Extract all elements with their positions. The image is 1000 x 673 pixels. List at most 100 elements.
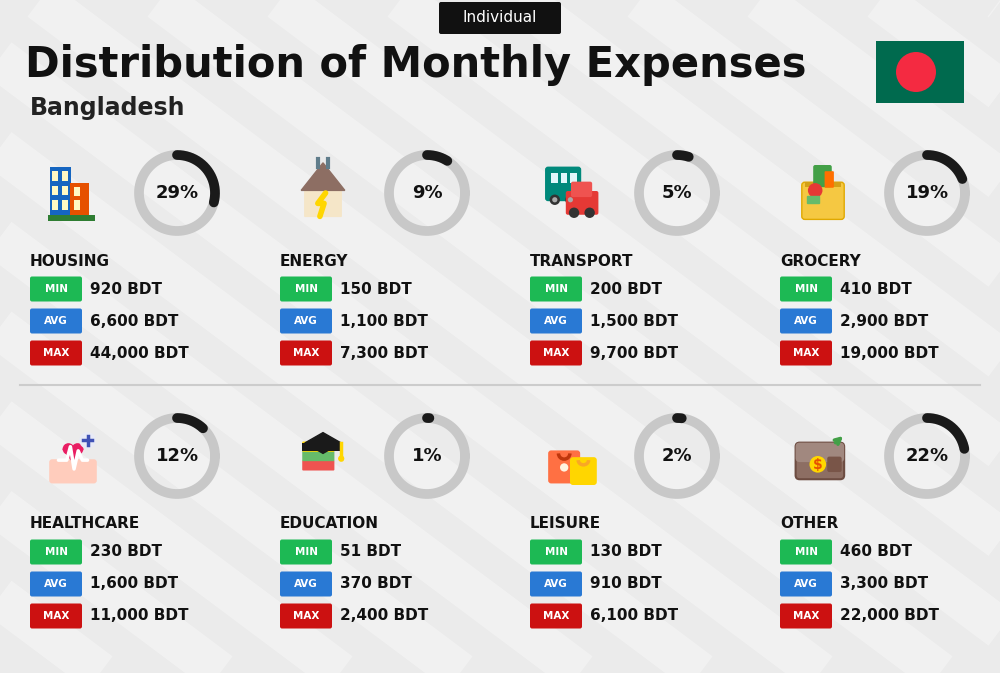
Text: MIN: MIN <box>794 284 818 294</box>
FancyBboxPatch shape <box>302 443 341 451</box>
Text: MIN: MIN <box>44 547 68 557</box>
Text: 2,900 BDT: 2,900 BDT <box>840 314 928 328</box>
FancyBboxPatch shape <box>30 341 82 365</box>
FancyBboxPatch shape <box>52 201 58 210</box>
Text: 2,400 BDT: 2,400 BDT <box>340 608 428 623</box>
FancyBboxPatch shape <box>780 341 832 365</box>
FancyBboxPatch shape <box>530 571 582 596</box>
Text: 200 BDT: 200 BDT <box>590 281 662 297</box>
Text: 22,000 BDT: 22,000 BDT <box>840 608 939 623</box>
Text: HEALTHCARE: HEALTHCARE <box>30 516 140 532</box>
Text: 3,300 BDT: 3,300 BDT <box>840 577 928 592</box>
Text: 22%: 22% <box>905 447 949 465</box>
FancyBboxPatch shape <box>62 186 68 195</box>
FancyBboxPatch shape <box>280 308 332 334</box>
FancyBboxPatch shape <box>70 182 89 217</box>
Text: 9%: 9% <box>412 184 442 202</box>
Circle shape <box>560 463 568 472</box>
Text: 2%: 2% <box>662 447 692 465</box>
Text: 460 BDT: 460 BDT <box>840 544 912 559</box>
Circle shape <box>338 456 344 462</box>
Text: Distribution of Monthly Expenses: Distribution of Monthly Expenses <box>25 44 806 86</box>
FancyBboxPatch shape <box>780 571 832 596</box>
FancyBboxPatch shape <box>570 173 577 182</box>
Text: MIN: MIN <box>294 284 318 294</box>
FancyBboxPatch shape <box>30 604 82 629</box>
FancyBboxPatch shape <box>548 450 580 483</box>
Text: MAX: MAX <box>543 348 569 358</box>
Text: HOUSING: HOUSING <box>30 254 110 269</box>
Circle shape <box>552 197 557 203</box>
Text: 370 BDT: 370 BDT <box>340 577 412 592</box>
FancyBboxPatch shape <box>530 277 582 302</box>
Text: MAX: MAX <box>293 348 319 358</box>
FancyBboxPatch shape <box>780 540 832 565</box>
FancyBboxPatch shape <box>302 451 334 461</box>
Text: 130 BDT: 130 BDT <box>590 544 662 559</box>
FancyBboxPatch shape <box>780 604 832 629</box>
Text: 51 BDT: 51 BDT <box>340 544 401 559</box>
Text: AVG: AVG <box>294 316 318 326</box>
FancyBboxPatch shape <box>74 201 80 210</box>
Text: 1,100 BDT: 1,100 BDT <box>340 314 428 328</box>
Text: 150 BDT: 150 BDT <box>340 281 412 297</box>
FancyBboxPatch shape <box>827 456 842 472</box>
Circle shape <box>79 432 96 449</box>
Text: MAX: MAX <box>543 611 569 621</box>
Circle shape <box>569 207 579 218</box>
Text: LEISURE: LEISURE <box>530 516 601 532</box>
FancyBboxPatch shape <box>30 571 82 596</box>
FancyBboxPatch shape <box>805 182 841 187</box>
Text: MAX: MAX <box>793 611 819 621</box>
Text: 6,600 BDT: 6,600 BDT <box>90 314 178 328</box>
Circle shape <box>584 207 595 218</box>
FancyBboxPatch shape <box>530 308 582 334</box>
Circle shape <box>808 183 822 198</box>
Text: OTHER: OTHER <box>780 516 838 532</box>
Text: Bangladesh: Bangladesh <box>30 96 186 120</box>
FancyBboxPatch shape <box>74 187 80 196</box>
FancyBboxPatch shape <box>802 182 844 219</box>
FancyBboxPatch shape <box>62 201 68 210</box>
Text: MIN: MIN <box>294 547 318 557</box>
Text: 5%: 5% <box>662 184 692 202</box>
FancyBboxPatch shape <box>302 460 334 470</box>
Text: AVG: AVG <box>544 316 568 326</box>
Polygon shape <box>63 449 83 462</box>
FancyBboxPatch shape <box>280 341 332 365</box>
Text: 44,000 BDT: 44,000 BDT <box>90 345 189 361</box>
FancyBboxPatch shape <box>566 191 598 215</box>
FancyBboxPatch shape <box>561 173 567 182</box>
Text: MAX: MAX <box>43 611 69 621</box>
FancyBboxPatch shape <box>813 165 832 187</box>
FancyBboxPatch shape <box>796 443 844 479</box>
Text: MIN: MIN <box>44 284 68 294</box>
FancyBboxPatch shape <box>50 167 71 217</box>
Text: 920 BDT: 920 BDT <box>90 281 162 297</box>
FancyBboxPatch shape <box>52 186 58 195</box>
Text: 1,600 BDT: 1,600 BDT <box>90 577 178 592</box>
FancyBboxPatch shape <box>780 308 832 334</box>
Text: 1,500 BDT: 1,500 BDT <box>590 314 678 328</box>
Text: AVG: AVG <box>794 316 818 326</box>
FancyBboxPatch shape <box>570 457 597 485</box>
Text: TRANSPORT: TRANSPORT <box>530 254 634 269</box>
Circle shape <box>809 456 826 472</box>
Text: 19,000 BDT: 19,000 BDT <box>840 345 939 361</box>
Circle shape <box>896 52 936 92</box>
Text: MIN: MIN <box>544 547 568 557</box>
FancyBboxPatch shape <box>62 171 68 180</box>
FancyBboxPatch shape <box>52 171 58 180</box>
FancyBboxPatch shape <box>530 540 582 565</box>
Circle shape <box>565 194 576 205</box>
Text: 12%: 12% <box>155 447 199 465</box>
FancyBboxPatch shape <box>280 604 332 629</box>
Text: MIN: MIN <box>544 284 568 294</box>
FancyBboxPatch shape <box>280 277 332 302</box>
FancyBboxPatch shape <box>30 540 82 565</box>
FancyBboxPatch shape <box>30 277 82 302</box>
Text: 29%: 29% <box>155 184 199 202</box>
Polygon shape <box>807 196 819 203</box>
Text: 19%: 19% <box>905 184 949 202</box>
Text: Individual: Individual <box>463 11 537 26</box>
